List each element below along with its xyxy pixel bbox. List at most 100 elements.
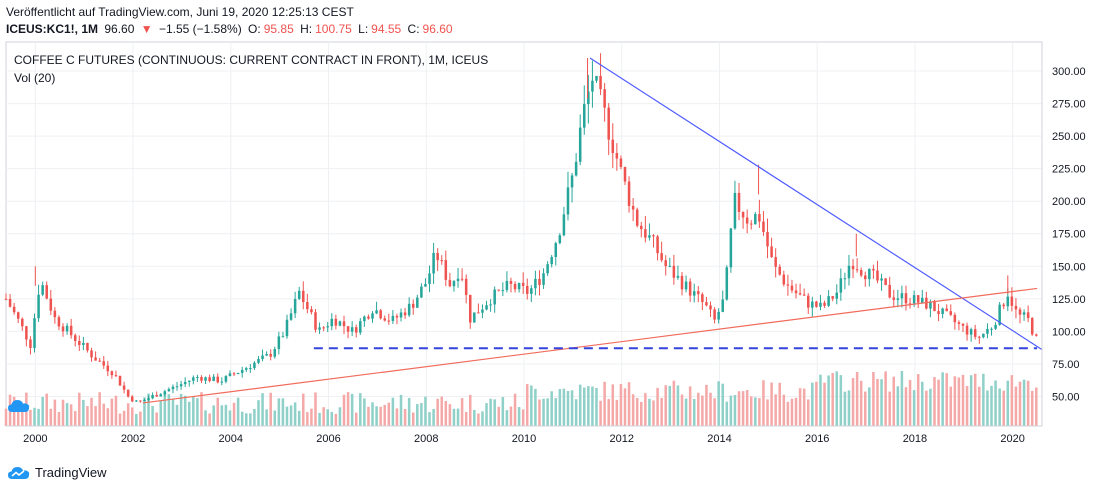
volume-bar: [236, 397, 240, 426]
volume-bar: [90, 397, 93, 426]
volume-bar: [114, 395, 118, 426]
candle-body: [701, 294, 704, 303]
candle-body: [147, 398, 150, 401]
volume-bar: [843, 391, 847, 426]
candle-body: [896, 298, 900, 300]
volume-bar: [538, 399, 541, 426]
trendline: [589, 57, 1043, 351]
candle-body: [501, 290, 505, 292]
candle-body: [367, 316, 370, 319]
volume-bar: [542, 398, 545, 426]
volume-bar: [106, 408, 110, 426]
volume-bar: [941, 372, 944, 426]
candle-body: [342, 321, 346, 327]
y-tick-label: 50.00: [1052, 391, 1080, 403]
candle-body: [8, 298, 12, 307]
volume-bar: [831, 372, 834, 426]
candle-body: [534, 278, 537, 289]
candle-body: [281, 336, 285, 338]
candle-body: [611, 139, 615, 154]
candle-body: [823, 302, 826, 306]
volume-bar: [440, 396, 444, 426]
candle-body: [167, 389, 171, 392]
candle-body: [578, 127, 582, 162]
volume-bar: [505, 410, 509, 426]
volume-bar: [411, 412, 415, 426]
candle-body: [448, 279, 452, 287]
candle-body: [371, 313, 374, 319]
volume-bar: [460, 398, 464, 426]
candle-body: [338, 321, 342, 326]
volume-bar: [802, 388, 806, 426]
volume-bar: [790, 398, 794, 426]
volume-bar: [281, 398, 285, 426]
candle-body: [277, 336, 281, 350]
candle-body: [603, 89, 606, 108]
candle-body: [375, 310, 378, 314]
y-tick-label: 200.00: [1052, 196, 1086, 208]
volume-bar: [758, 398, 761, 426]
candle-body: [1014, 305, 1018, 310]
candle-body: [672, 265, 676, 278]
candle-body: [90, 350, 93, 358]
candle-body: [224, 376, 228, 382]
candle-body: [82, 342, 85, 345]
candle-body: [122, 385, 126, 390]
volume-bar: [550, 391, 553, 426]
candle-body: [196, 377, 199, 379]
volume-bar: [566, 390, 570, 426]
volume-bar: [827, 375, 830, 426]
candle-body: [530, 288, 533, 294]
candle-body: [326, 326, 329, 328]
candle-body: [261, 355, 264, 360]
volume-bar: [359, 393, 362, 426]
price-chart[interactable]: 50.00 75.00 100.00 125.00 150.00 175.00 200.00…: [0, 40, 1100, 458]
volume-bar: [530, 385, 533, 426]
candle-body: [106, 365, 110, 372]
candle-body: [139, 400, 142, 402]
y-tick-label: 150.00: [1052, 261, 1086, 273]
volume-bar: [1035, 387, 1038, 426]
volume-bar: [21, 403, 24, 426]
candle-body: [782, 274, 786, 285]
volume-bar: [306, 412, 309, 426]
volume-bar: [676, 385, 680, 426]
candle-body: [464, 278, 468, 295]
candle-body: [477, 312, 480, 314]
volume-bar: [570, 390, 574, 426]
volume-bar: [310, 408, 313, 426]
x-tick-label: 2018: [903, 433, 927, 445]
candle-body: [33, 318, 36, 348]
brand-footer[interactable]: TradingView: [8, 465, 107, 480]
volume-bar: [1002, 390, 1005, 426]
volume-bar: [33, 407, 36, 426]
trendline: [142, 287, 1038, 404]
volume-bar: [200, 392, 203, 426]
candle-body: [257, 359, 260, 363]
volume-bar: [187, 401, 191, 426]
candle-body: [692, 291, 696, 296]
candle-body: [509, 280, 513, 284]
candle-body: [4, 298, 8, 300]
y-tick-label: 175.00: [1052, 229, 1086, 241]
x-tick-label: 2008: [414, 433, 438, 445]
last-price: 96.60: [104, 22, 135, 36]
candle-body: [249, 368, 252, 370]
candle-body: [473, 312, 476, 323]
published-note: Veröffentlicht auf TradingView.com, Juni…: [6, 5, 354, 19]
volume-bar: [387, 402, 391, 426]
candle-body: [200, 377, 203, 381]
candle-body: [802, 294, 806, 296]
candle-body: [118, 375, 122, 386]
candle-body: [318, 327, 321, 330]
candle-body: [766, 232, 769, 247]
candle-body: [163, 391, 167, 395]
volume-bar: [322, 407, 325, 426]
candle-body: [354, 327, 358, 333]
candle-body: [57, 317, 61, 327]
volume-bar: [293, 402, 297, 426]
volume-bar: [285, 406, 289, 426]
candle-body: [1035, 334, 1038, 336]
volume-bar: [78, 392, 81, 426]
volume-bar: [257, 400, 260, 426]
